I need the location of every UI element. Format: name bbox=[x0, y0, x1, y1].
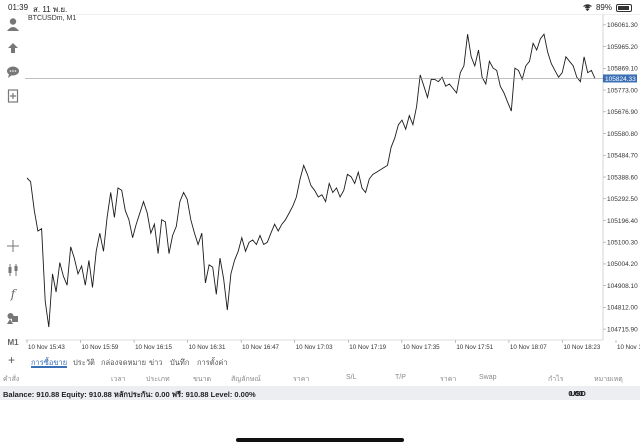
y-tick-label: 105869.10 bbox=[607, 66, 638, 73]
x-tick-label: 10 Nov 16:15 bbox=[135, 344, 172, 351]
positions-header: คำสั่ง เวลา ประเภท ขนาด สัญลักษณ์ ราคา S… bbox=[0, 370, 640, 384]
active-tab-indicator bbox=[31, 366, 67, 368]
status-right: 89% bbox=[583, 3, 632, 12]
terminal-tabs: + การซื้อขาย ประวัติ กล่องจดหมาย ข่าว บั… bbox=[0, 353, 640, 368]
y-tick-label: 105773.00 bbox=[607, 87, 638, 94]
col-tp: T/P bbox=[395, 374, 406, 381]
x-tick-label: 10 Nov 17:19 bbox=[349, 344, 386, 351]
tab-settings[interactable]: การตั้งค่า bbox=[197, 358, 228, 367]
function-icon[interactable]: f bbox=[10, 287, 16, 301]
x-axis: 10 Nov 15:43 10 Nov 15:59 10 Nov 16:15 10 N… bbox=[26, 340, 640, 351]
y-tick-label: 105004.20 bbox=[607, 261, 638, 268]
y-tick-label: 105388.60 bbox=[607, 174, 638, 181]
currency-label: USD bbox=[570, 389, 586, 398]
col-profit: กำไร bbox=[548, 376, 564, 383]
col-comment: หมายเหตุ bbox=[594, 376, 623, 383]
current-price-badge bbox=[603, 74, 637, 83]
col-time: เวลา bbox=[111, 376, 126, 383]
col-order: คำสั่ง bbox=[3, 376, 20, 383]
x-tick-label: 10 Nov 15:43 bbox=[28, 344, 65, 351]
y-tick-label: 105580.80 bbox=[607, 131, 638, 138]
status-date: ส. 11 พ.ย. bbox=[33, 5, 68, 14]
current-price-label: 105824.33 bbox=[605, 76, 636, 83]
col-volume: ขนาด bbox=[193, 376, 212, 383]
y-tick-label: 105196.40 bbox=[607, 218, 638, 225]
y-tick-label: 105292.50 bbox=[607, 196, 638, 203]
account-icon[interactable] bbox=[5, 16, 21, 32]
x-tick-label: 10 Nov 17:51 bbox=[456, 344, 493, 351]
x-tick-label: 10 Nov 16:47 bbox=[242, 344, 279, 351]
add-icon[interactable]: + bbox=[8, 353, 16, 367]
y-tick-label: 105100.30 bbox=[607, 240, 638, 247]
trade-icon[interactable] bbox=[5, 40, 21, 56]
price-chart[interactable]: 106061.30 105965.20 105869.10 105773.00 1056… bbox=[25, 14, 640, 354]
col-price: ราคา bbox=[293, 376, 310, 383]
new-order-icon[interactable] bbox=[5, 88, 21, 104]
crosshair-icon[interactable] bbox=[5, 238, 21, 254]
status-time: 01:39 bbox=[8, 3, 29, 12]
price-chart-svg: 106061.30 105965.20 105869.10 105773.00 1056… bbox=[25, 14, 640, 351]
y-tick-label: 106061.30 bbox=[607, 22, 638, 29]
y-tick-label: 105676.90 bbox=[607, 109, 638, 116]
x-tick-label: 10 Nov 18:23 bbox=[563, 344, 600, 351]
col-price-current: ราคา bbox=[440, 376, 457, 383]
tab-history[interactable]: ประวัติ bbox=[73, 358, 95, 367]
price-line bbox=[26, 33, 596, 328]
wifi-icon bbox=[583, 4, 592, 11]
col-swap: Swap bbox=[479, 374, 497, 381]
y-axis: 106061.30 105965.20 105869.10 105773.00 1056… bbox=[603, 22, 638, 333]
home-indicator bbox=[236, 438, 404, 442]
col-symbol: สัญลักษณ์ bbox=[231, 376, 261, 383]
balance-bar: Balance: 910.88 Equity: 910.88 หลักประกั… bbox=[0, 386, 640, 400]
y-tick-label: 104812.00 bbox=[607, 305, 638, 312]
x-tick-label: 10 Nov 17:03 bbox=[296, 344, 333, 351]
tab-journal[interactable]: บันทึก bbox=[170, 358, 190, 367]
col-type: ประเภท bbox=[146, 376, 170, 383]
objects-icon[interactable] bbox=[5, 310, 21, 326]
battery-icon bbox=[616, 3, 632, 12]
x-tick-label: 10 Nov 16:31 bbox=[189, 344, 226, 351]
col-sl: S/L bbox=[346, 374, 357, 381]
y-tick-label: 104715.90 bbox=[607, 326, 638, 333]
x-tick-label: 10 Nov 18:07 bbox=[510, 344, 547, 351]
y-tick-label: 105965.20 bbox=[607, 44, 638, 51]
tab-trade[interactable]: การซื้อขาย bbox=[31, 358, 68, 367]
candles-icon[interactable] bbox=[5, 262, 21, 278]
chart-title: BTCUSDm, M1 bbox=[28, 15, 77, 22]
battery-percent: 89% bbox=[595, 3, 612, 12]
left-toolbar: f M1 bbox=[0, 14, 25, 354]
x-tick-label: 10 Nov 17:35 bbox=[403, 344, 440, 351]
status-bar: 01:39 ส. 11 พ.ย. 89% bbox=[0, 0, 640, 14]
x-tick-label: 10 Nov 15:59 bbox=[82, 344, 119, 351]
chat-icon[interactable] bbox=[5, 64, 21, 80]
timeframe-label[interactable]: M1 bbox=[7, 337, 19, 347]
chart-frame bbox=[25, 14, 640, 341]
x-tick-label: 10 Nov 18:39 bbox=[617, 344, 640, 351]
balance-text: Balance: 910.88 Equity: 910.88 หลักประกั… bbox=[3, 390, 256, 399]
tab-news[interactable]: ข่าว bbox=[149, 358, 163, 367]
total-profit: 0.00 bbox=[568, 389, 583, 398]
tab-mailbox[interactable]: กล่องจดหมาย bbox=[101, 358, 147, 367]
y-tick-label: 104908.10 bbox=[607, 283, 638, 290]
y-tick-label: 105484.70 bbox=[607, 153, 638, 160]
